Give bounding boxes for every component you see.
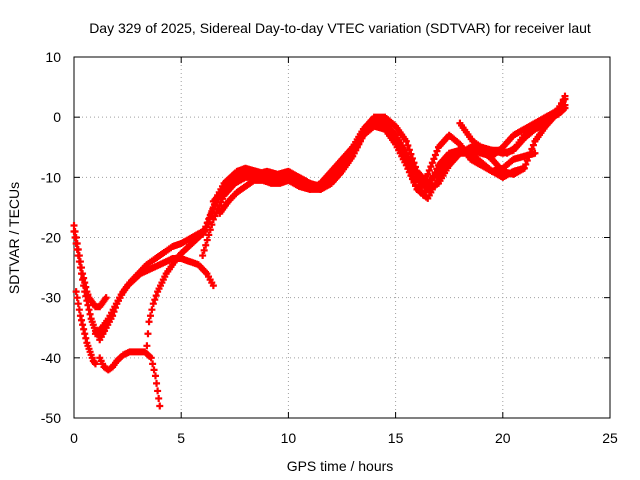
series-markers [199, 116, 528, 260]
y-axis-label: SDTVAR / TECUs [6, 182, 22, 294]
y-tick-label: 10 [45, 49, 61, 65]
series-trace-12 [456, 104, 569, 157]
x-tick-label: 25 [602, 430, 618, 446]
x-tick-label: 0 [70, 430, 78, 446]
x-axis-label: GPS time / hours [287, 458, 394, 474]
y-tick-label: -10 [41, 169, 61, 185]
y-tick-label: -50 [41, 410, 61, 426]
x-tick-label: 20 [495, 430, 511, 446]
series-trace-6 [96, 227, 207, 344]
series-trace-11 [199, 116, 528, 260]
series-trace-3 [72, 288, 99, 368]
series-markers [72, 288, 99, 368]
series-markers [96, 348, 164, 410]
chart-title: Day 329 of 2025, Sidereal Day-to-day VTE… [89, 20, 591, 36]
grid-layer [74, 57, 610, 418]
y-tick-label: -20 [41, 230, 61, 246]
series-markers [96, 227, 207, 344]
series-layer [70, 92, 569, 410]
x-tick-label: 5 [177, 430, 185, 446]
x-tick-label: 15 [388, 430, 404, 446]
series-trace-4 [96, 348, 164, 410]
y-tick-label: 0 [53, 109, 61, 125]
series-markers [456, 104, 569, 157]
y-tick-label: -40 [41, 350, 61, 366]
x-tick-label: 10 [281, 430, 297, 446]
tick-layer: 0 5 10 15 20 25 -50 -40 -30 -20 -10 0 10 [41, 49, 618, 446]
y-tick-label: -30 [41, 290, 61, 306]
